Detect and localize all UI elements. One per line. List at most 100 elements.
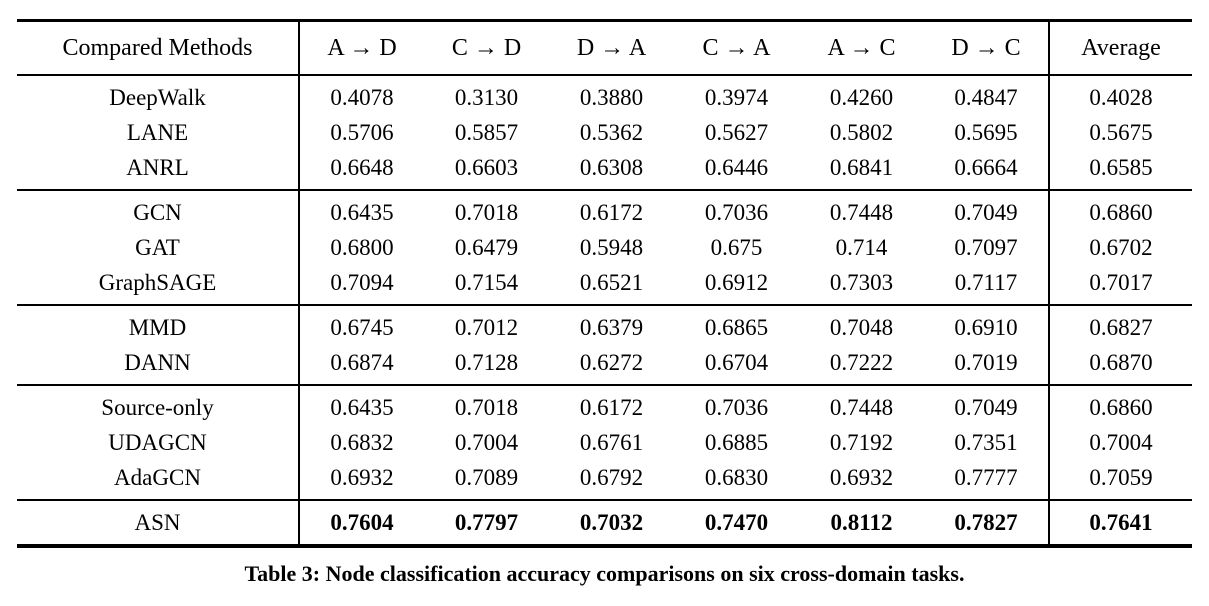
table-row: ANRL 0.6648 0.6603 0.6308 0.6446 0.6841 0.6664… [17,150,1192,190]
accuracy-value: 0.7019 [954,349,1018,375]
accuracy-value: 0.7117 [954,269,1018,295]
accuracy-value: 0.6885 [704,429,769,455]
accuracy-value: 0.6308 [579,154,644,180]
accuracy-value: 0.7797 [424,499,549,546]
column-header-task: D → C [924,20,1049,76]
method-name: MMD [17,304,299,345]
accuracy-value: 0.7059 [1048,460,1192,500]
method-name: AdaGCN [114,464,201,490]
accuracy-value: 0.7448 [799,189,924,230]
accuracy-value: 0.7641 [1048,499,1192,546]
accuracy-value: 0.6932 [829,464,894,490]
accuracy-value: 0.7777 [954,464,1018,490]
accuracy-value: 0.714 [835,234,888,260]
accuracy-value: 0.6792 [579,464,644,490]
accuracy-value: 0.7192 [829,429,894,455]
accuracy-value: 0.7154 [454,269,519,295]
accuracy-value: 0.6379 [549,304,674,345]
table-row: UDAGCN 0.6832 0.7004 0.6761 0.6885 0.7192 0.73… [17,425,1192,460]
table-row: ASN 0.7604 0.7797 0.7032 0.7470 0.8112 0.7827 0… [17,499,1192,546]
accuracy-value: 0.7048 [799,304,924,345]
accuracy-value: 0.6704 [704,349,769,375]
accuracy-value: 0.5362 [579,119,644,145]
accuracy-value: 0.6932 [298,460,424,500]
accuracy-value: 0.5802 [829,119,894,145]
accuracy-value: 0.5695 [954,119,1018,145]
method-name: LANE [126,119,189,145]
accuracy-value: 0.7036 [674,384,799,425]
accuracy-value: 0.7004 [454,429,519,455]
accuracy-value: 0.7012 [424,304,549,345]
accuracy-value: 0.6912 [704,269,769,295]
accuracy-value: 0.7448 [799,384,924,425]
method-name: GraphSAGE [98,269,217,295]
accuracy-value: 0.6172 [549,384,674,425]
accuracy-value: 0.6860 [1048,384,1192,425]
table-row: Source-only 0.6435 0.7018 0.6172 0.7036 0.744… [17,384,1192,425]
accuracy-value: 0.5675 [1048,115,1192,150]
accuracy-value: 0.4847 [954,84,1018,110]
accuracy-value: 0.6841 [829,154,894,180]
accuracy-value: 0.7049 [924,189,1049,230]
accuracy-value: 0.3880 [579,84,644,110]
accuracy-value: 0.6874 [298,345,424,385]
column-header-average: Average [1048,20,1192,76]
accuracy-value: 0.6272 [579,349,644,375]
accuracy-value: 0.6830 [704,464,769,490]
accuracy-value: 0.7604 [298,499,424,546]
accuracy-value: 0.7089 [454,464,519,490]
method-name: GCN [17,189,299,230]
accuracy-value: 0.6702 [1048,230,1192,265]
table-row: GraphSAGE 0.7094 0.7154 0.6521 0.6912 0.7303 0… [17,265,1192,305]
accuracy-value: 0.6827 [1048,304,1192,345]
table-row: GAT 0.6800 0.6479 0.5948 0.675 0.714 0.7097 0.6… [17,230,1192,265]
accuracy-value: 0.7094 [298,265,424,305]
table-figure: Compared Methods A → D C → D D → A C → A… [17,19,1192,586]
table-row: MMD 0.6745 0.7012 0.6379 0.6865 0.7048 0.6910 0… [17,304,1192,345]
table-row: LANE 0.5706 0.5857 0.5362 0.5627 0.5802 0.5695… [17,115,1192,150]
accuracy-value: 0.5627 [704,119,769,145]
accuracy-value: 0.7303 [829,269,894,295]
column-header-methods: Compared Methods [17,20,299,76]
accuracy-value: 0.7049 [924,384,1049,425]
table-row: DANN 0.6874 0.7128 0.6272 0.6704 0.7222 0.7019… [17,345,1192,385]
accuracy-value: 0.6745 [298,304,424,345]
header-row: Compared Methods A → D C → D D → A C → A… [17,20,1192,76]
accuracy-value: 0.6479 [454,234,519,260]
accuracy-value: 0.6435 [298,384,424,425]
method-name: UDAGCN [108,429,207,455]
accuracy-value: 0.6603 [454,154,519,180]
table-row: DeepWalk 0.4078 0.3130 0.3880 0.3974 0.4260 0.… [17,75,1192,115]
accuracy-value: 0.6446 [704,154,769,180]
accuracy-value: 0.675 [710,234,763,260]
column-header-task: D → A [549,20,674,76]
table-row: GCN 0.6435 0.7018 0.6172 0.7036 0.7448 0.7049 0… [17,189,1192,230]
accuracy-value: 0.4078 [298,75,424,115]
accuracy-value: 0.7222 [829,349,894,375]
accuracy-value: 0.3974 [704,84,769,110]
accuracy-value: 0.3130 [454,84,519,110]
accuracy-value: 0.6648 [298,150,424,190]
accuracy-value: 0.7470 [674,499,799,546]
results-table: Compared Methods A → D C → D D → A C → A… [17,19,1192,548]
accuracy-value: 0.6910 [924,304,1049,345]
accuracy-value: 0.7827 [924,499,1049,546]
accuracy-value: 0.7004 [1048,425,1192,460]
accuracy-value: 0.6585 [1048,150,1192,190]
accuracy-value: 0.7018 [424,384,549,425]
accuracy-value: 0.6761 [579,429,644,455]
accuracy-value: 0.5857 [454,119,519,145]
method-name: DANN [124,349,191,375]
column-header-task: C → D [424,20,549,76]
method-name: ANRL [126,154,189,180]
table-row: AdaGCN 0.6932 0.7089 0.6792 0.6830 0.6932 0.77… [17,460,1192,500]
table-caption: Table 3: Node classification accuracy co… [244,561,965,586]
accuracy-value: 0.7032 [549,499,674,546]
accuracy-value: 0.6870 [1048,345,1192,385]
method-name: Source-only [17,384,299,425]
accuracy-value: 0.6435 [298,189,424,230]
accuracy-value: 0.5948 [579,234,644,260]
method-name: DeepWalk [109,84,206,110]
accuracy-value: 0.7018 [424,189,549,230]
accuracy-value: 0.6521 [579,269,644,295]
